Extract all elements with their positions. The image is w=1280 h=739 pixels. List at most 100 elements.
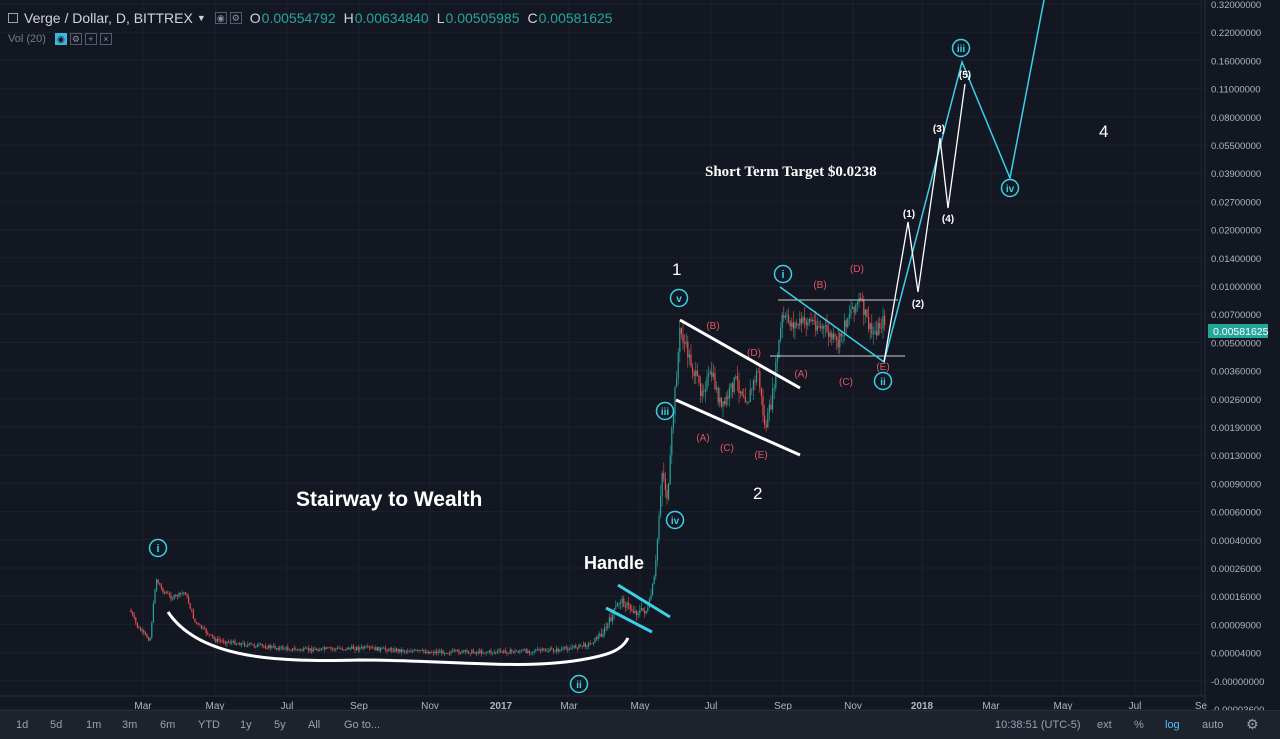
timeframe-1y[interactable]: 1y xyxy=(240,719,252,731)
candle-body xyxy=(178,592,180,597)
candle-body xyxy=(645,610,647,614)
candle-body xyxy=(292,648,294,651)
candle-body xyxy=(722,401,724,407)
goto-button[interactable]: Go to... xyxy=(344,719,381,731)
candle-body xyxy=(709,371,711,374)
y-tick-label: 0.11000000 xyxy=(1211,85,1261,96)
timeframe-1d[interactable]: 1d xyxy=(16,719,29,731)
candle-body xyxy=(860,297,862,300)
add-icon[interactable]: + xyxy=(84,33,97,45)
candle-body xyxy=(804,317,806,321)
percent-button[interactable]: % xyxy=(1134,719,1144,731)
y-tick-label: 0.00700000 xyxy=(1211,310,1261,321)
clock-time[interactable]: 10:38:51 (UTC-5) xyxy=(995,719,1081,731)
y-tick-label: 0.08000000 xyxy=(1211,113,1261,124)
candle-body xyxy=(773,387,775,389)
auto-button[interactable]: auto xyxy=(1202,719,1224,731)
candle-body xyxy=(693,372,695,377)
handle-lower-line xyxy=(605,606,653,634)
time-axis[interactable]: Mar May Jul Sep Nov 2017 Mar May Jul Sep Nov 2018 Ma… xyxy=(0,695,1208,711)
candle-body xyxy=(514,650,516,653)
symbol-title[interactable]: Verge / Dollar, D, BITTREX xyxy=(24,10,193,26)
candle-body xyxy=(796,323,798,325)
candle-body xyxy=(239,643,241,646)
close-icon[interactable]: × xyxy=(99,33,112,45)
candle-body xyxy=(290,650,292,652)
timeframe-all[interactable]: All xyxy=(308,719,321,731)
candle-body xyxy=(554,651,556,652)
settings-icon[interactable]: ⚙ xyxy=(229,12,242,24)
candle-body xyxy=(572,647,574,649)
candle-body xyxy=(600,633,602,637)
candle-body xyxy=(501,651,503,653)
candle-body xyxy=(840,333,842,337)
timeframe-6m[interactable]: 6m xyxy=(160,719,176,731)
candle-body xyxy=(824,325,826,327)
candle-body xyxy=(541,648,543,651)
candle-body xyxy=(829,332,831,337)
settings-icon[interactable]: ⚙ xyxy=(69,33,82,45)
candle-body xyxy=(791,322,793,327)
collapse-icon[interactable] xyxy=(8,13,18,23)
chevron-down-icon[interactable]: ▼ xyxy=(196,13,206,23)
candle-body xyxy=(488,650,490,653)
timeframe-3m[interactable]: 3m xyxy=(122,719,138,731)
candle-body xyxy=(784,315,786,318)
candle-body xyxy=(522,650,524,652)
timeframe-1m[interactable]: 1m xyxy=(86,719,102,731)
candle-body xyxy=(736,376,738,381)
candle-body xyxy=(756,371,758,382)
eye-icon[interactable]: ◉ xyxy=(54,33,67,45)
candle-body xyxy=(576,647,578,649)
candle-body xyxy=(730,383,732,388)
circle-label-i-2017: i xyxy=(773,264,793,284)
candle-body xyxy=(314,648,316,650)
candle-body xyxy=(637,613,639,616)
x-tick-label: Mar xyxy=(982,701,1000,711)
candle-body xyxy=(133,614,135,618)
candle-body xyxy=(383,647,385,649)
candle-body xyxy=(180,592,182,594)
timeframe-ytd[interactable]: YTD xyxy=(198,719,220,731)
candle-body xyxy=(605,627,607,629)
candle-body xyxy=(656,539,658,561)
candle-body xyxy=(332,648,334,650)
volume-indicator-label[interactable]: Vol (20) xyxy=(8,33,46,45)
price-axis[interactable]: 0.32000000 0.22000000 0.16000000 0.11000000… xyxy=(1204,0,1264,711)
candle-body xyxy=(232,640,234,643)
eye-icon[interactable]: ◉ xyxy=(214,12,227,24)
candle-body xyxy=(210,634,212,636)
candle-body xyxy=(844,320,846,335)
wave-4-label: 4 xyxy=(1099,122,1108,141)
gear-icon[interactable]: ⚙ xyxy=(1246,716,1259,732)
log-button[interactable]: log xyxy=(1165,719,1180,731)
candle-body xyxy=(652,583,654,596)
wave2-lower-line xyxy=(675,398,801,457)
candle-body xyxy=(487,652,489,654)
candle-body xyxy=(173,595,175,599)
candle-body xyxy=(248,643,250,645)
candle-body xyxy=(165,592,167,594)
candle-body xyxy=(269,645,271,648)
candle-body xyxy=(400,649,402,653)
candle-body xyxy=(333,648,335,650)
price-chart[interactable]: Stairway to Wealth Handle Short Term Tar… xyxy=(0,0,1280,711)
circle-label-iii: iii xyxy=(655,401,675,421)
candle-body xyxy=(797,324,799,326)
close-value: 0.00581625 xyxy=(538,10,613,26)
candle-body xyxy=(436,651,438,654)
ext-button[interactable]: ext xyxy=(1097,719,1112,731)
timeframe-5y[interactable]: 5y xyxy=(274,719,286,731)
candle-body xyxy=(748,402,750,404)
open-value: 0.00554792 xyxy=(261,10,336,26)
candle-body xyxy=(607,623,609,628)
candle-body xyxy=(484,652,486,654)
candle-body xyxy=(271,646,273,648)
timeframe-5d[interactable]: 5d xyxy=(50,719,63,731)
sub-label-C-1: (C) xyxy=(720,443,734,454)
candle-body xyxy=(655,560,657,577)
y-tick-label: 0.00500000 xyxy=(1211,338,1261,349)
candle-body xyxy=(477,652,479,654)
candle-body xyxy=(295,648,297,651)
candle-body xyxy=(527,650,529,653)
